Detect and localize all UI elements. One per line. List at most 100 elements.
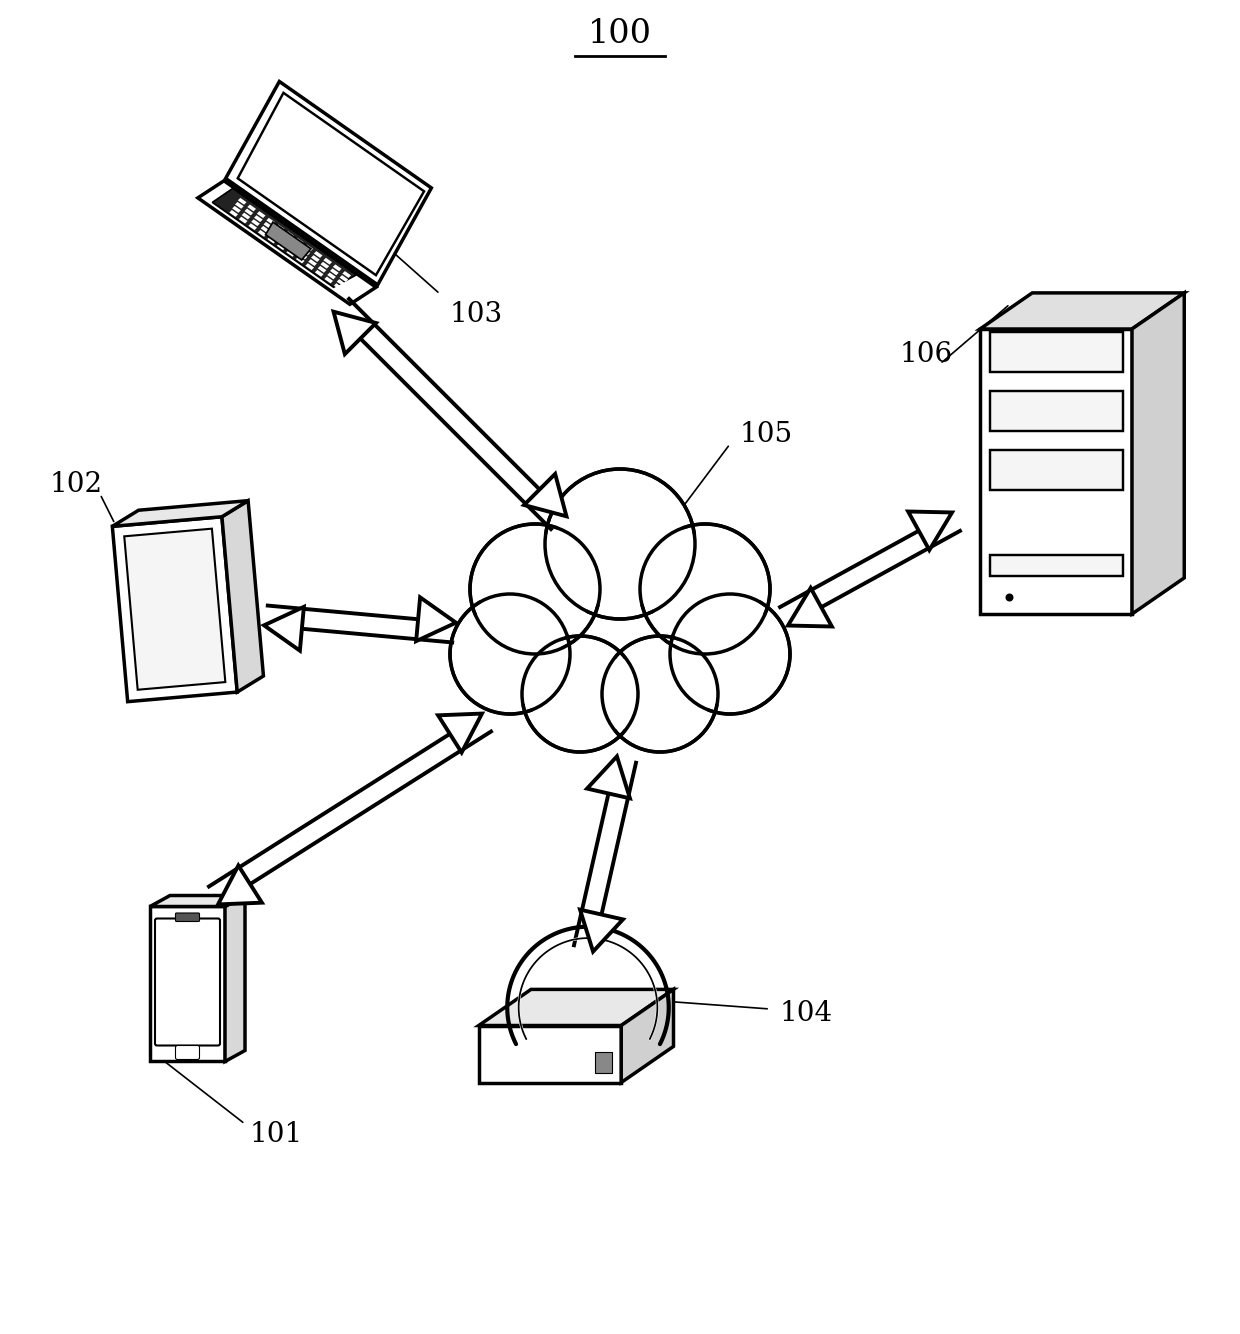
Polygon shape bbox=[198, 181, 376, 304]
Polygon shape bbox=[787, 588, 832, 627]
Polygon shape bbox=[587, 756, 630, 798]
Polygon shape bbox=[337, 279, 346, 285]
Circle shape bbox=[546, 470, 694, 619]
Polygon shape bbox=[479, 990, 673, 1026]
Polygon shape bbox=[296, 256, 305, 263]
Polygon shape bbox=[257, 211, 265, 217]
Polygon shape bbox=[621, 990, 673, 1082]
Polygon shape bbox=[580, 910, 622, 951]
Polygon shape bbox=[301, 248, 310, 255]
Polygon shape bbox=[113, 516, 237, 702]
FancyBboxPatch shape bbox=[155, 919, 219, 1046]
Polygon shape bbox=[232, 205, 241, 213]
Polygon shape bbox=[264, 221, 273, 228]
Polygon shape bbox=[327, 272, 336, 279]
Polygon shape bbox=[238, 197, 247, 204]
Polygon shape bbox=[252, 219, 260, 225]
Polygon shape bbox=[218, 866, 262, 904]
Polygon shape bbox=[242, 212, 250, 220]
Polygon shape bbox=[311, 255, 320, 261]
Polygon shape bbox=[1132, 293, 1184, 614]
Text: 103: 103 bbox=[450, 300, 503, 328]
Text: 100: 100 bbox=[588, 17, 652, 49]
Polygon shape bbox=[248, 223, 257, 231]
Polygon shape bbox=[293, 241, 300, 248]
Polygon shape bbox=[990, 555, 1122, 576]
Text: 106: 106 bbox=[900, 340, 954, 367]
Text: 102: 102 bbox=[50, 471, 103, 498]
Polygon shape bbox=[317, 265, 326, 272]
Polygon shape bbox=[236, 201, 244, 208]
Polygon shape bbox=[238, 93, 424, 275]
Polygon shape bbox=[283, 235, 291, 241]
Circle shape bbox=[557, 480, 683, 608]
Polygon shape bbox=[124, 528, 226, 690]
Polygon shape bbox=[334, 283, 342, 289]
FancyBboxPatch shape bbox=[176, 1046, 200, 1059]
Polygon shape bbox=[258, 229, 267, 237]
Circle shape bbox=[470, 524, 600, 654]
Polygon shape bbox=[286, 249, 295, 256]
Polygon shape bbox=[908, 511, 952, 550]
Polygon shape bbox=[330, 268, 339, 275]
Polygon shape bbox=[247, 204, 255, 211]
Polygon shape bbox=[309, 259, 317, 265]
Circle shape bbox=[531, 644, 629, 743]
Circle shape bbox=[459, 603, 560, 704]
Polygon shape bbox=[285, 231, 294, 237]
Circle shape bbox=[450, 594, 570, 714]
Polygon shape bbox=[260, 225, 269, 232]
Circle shape bbox=[601, 636, 718, 752]
Polygon shape bbox=[299, 252, 308, 259]
Circle shape bbox=[640, 524, 770, 654]
Text: 101: 101 bbox=[250, 1121, 304, 1147]
Circle shape bbox=[650, 534, 760, 644]
Polygon shape bbox=[273, 228, 281, 235]
Polygon shape bbox=[479, 1026, 621, 1082]
Polygon shape bbox=[270, 232, 279, 239]
Polygon shape bbox=[332, 264, 341, 271]
Circle shape bbox=[670, 594, 790, 714]
Polygon shape bbox=[990, 450, 1122, 490]
Polygon shape bbox=[342, 271, 351, 277]
Polygon shape bbox=[980, 329, 1132, 614]
Polygon shape bbox=[265, 223, 311, 260]
Polygon shape bbox=[150, 907, 224, 1062]
Polygon shape bbox=[295, 237, 304, 244]
Polygon shape bbox=[324, 257, 332, 264]
Polygon shape bbox=[150, 895, 246, 907]
Polygon shape bbox=[340, 275, 348, 281]
Polygon shape bbox=[267, 217, 275, 224]
Polygon shape bbox=[224, 895, 246, 1062]
Polygon shape bbox=[289, 245, 298, 252]
Circle shape bbox=[480, 534, 590, 644]
Polygon shape bbox=[226, 81, 432, 285]
Polygon shape bbox=[254, 215, 263, 221]
Polygon shape bbox=[113, 500, 248, 527]
Text: 104: 104 bbox=[780, 1000, 833, 1027]
Polygon shape bbox=[990, 391, 1122, 431]
Polygon shape bbox=[239, 216, 248, 224]
Polygon shape bbox=[417, 598, 456, 642]
Polygon shape bbox=[229, 209, 238, 217]
Polygon shape bbox=[321, 261, 329, 268]
Polygon shape bbox=[275, 224, 284, 231]
Polygon shape bbox=[305, 263, 314, 269]
Polygon shape bbox=[525, 474, 567, 516]
Polygon shape bbox=[325, 276, 334, 283]
Polygon shape bbox=[277, 243, 285, 249]
Polygon shape bbox=[990, 332, 1122, 372]
Circle shape bbox=[522, 636, 639, 752]
Polygon shape bbox=[314, 251, 322, 257]
Polygon shape bbox=[212, 188, 356, 287]
Polygon shape bbox=[280, 239, 289, 245]
Polygon shape bbox=[438, 714, 482, 752]
FancyBboxPatch shape bbox=[176, 912, 200, 922]
Text: 105: 105 bbox=[740, 420, 794, 447]
Polygon shape bbox=[268, 236, 277, 243]
Polygon shape bbox=[334, 312, 376, 354]
Circle shape bbox=[680, 603, 781, 704]
Polygon shape bbox=[304, 244, 312, 251]
Polygon shape bbox=[244, 208, 253, 215]
Polygon shape bbox=[980, 293, 1184, 329]
